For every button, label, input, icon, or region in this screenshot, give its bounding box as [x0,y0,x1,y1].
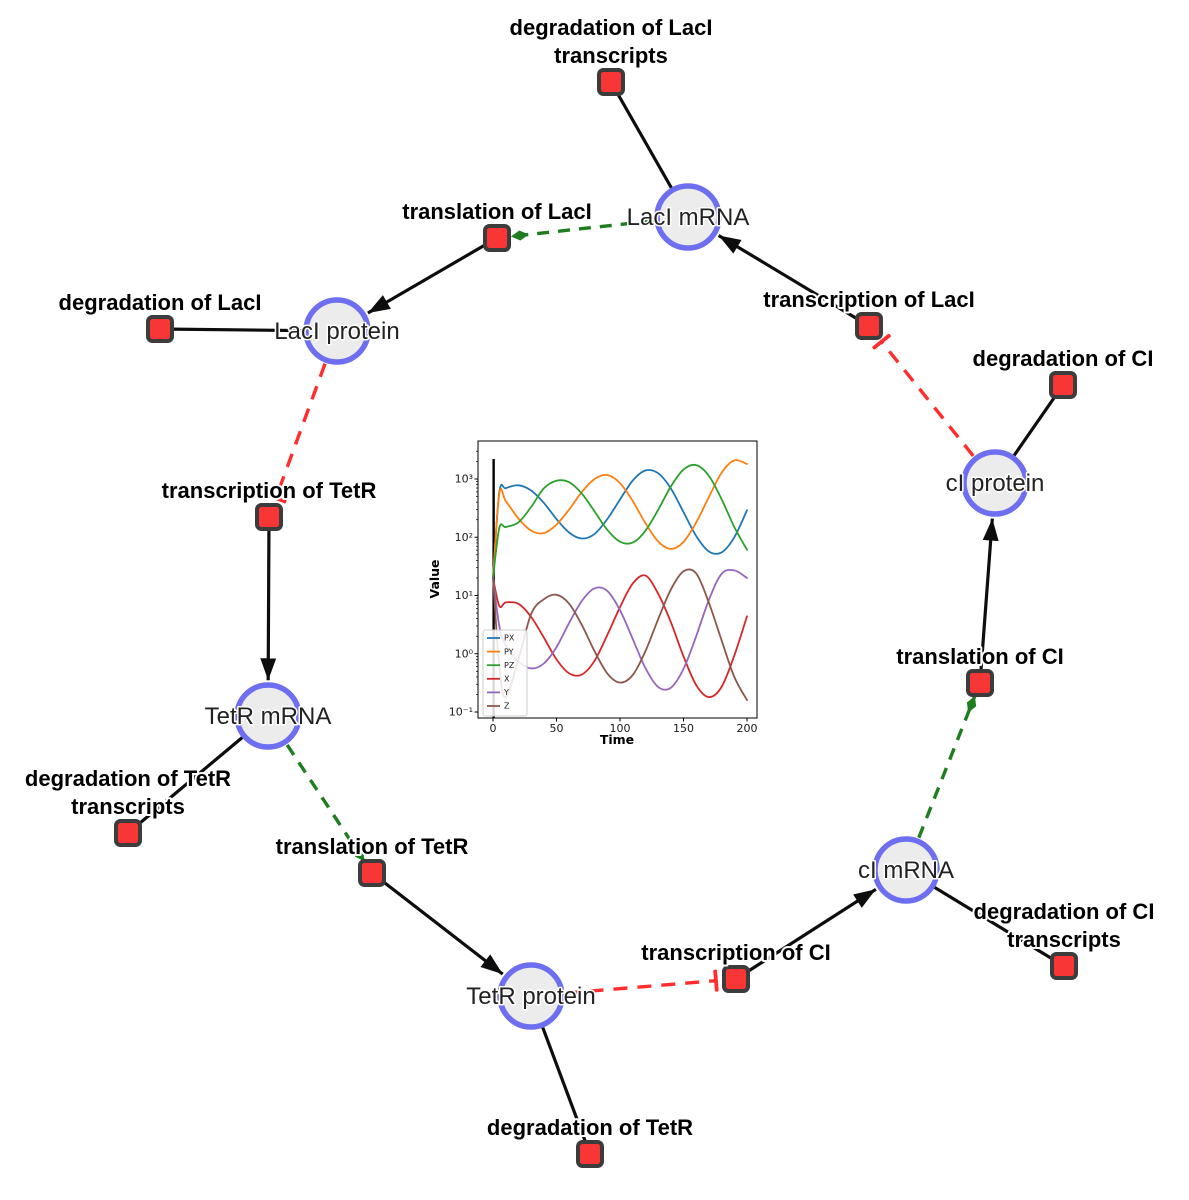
reaction-label-deg_tetr-0: degradation of TetR [487,1115,693,1140]
reaction-label-deg_laci_tx-1: transcripts [554,43,668,68]
reaction-node-transl_laci[interactable] [483,224,511,252]
reaction-node-transl_tetr[interactable] [358,859,386,887]
reaction-label-deg_tetr_tx-0: degradation of TetR [25,766,231,791]
reaction-node-tx_laci[interactable] [855,312,883,340]
reaction-node-tx_tetr[interactable] [255,503,283,531]
edge-ci_mrna-transl_ci [917,695,977,839]
reaction-label-deg_laci_tx-0: degradation of LacI [510,15,713,40]
species-label-tetr_protein: TetR protein [466,983,595,1010]
edge-tetr_mrna-transl_tetr [285,744,366,863]
reaction-node-deg_laci[interactable] [146,315,174,343]
chart-series-PY [492,459,748,579]
chart-series-PX [492,469,748,579]
x-tick-label: 50 [550,722,564,735]
edge-layer [126,81,1065,1155]
y-tick-label: 10³ [455,473,473,486]
node-layer [114,68,1078,1168]
edge-laci_mrna-transl_laci [510,219,654,241]
reaction-label-tx_laci-0: transcription of LacI [763,287,974,312]
species-label-ci_mrna: cI mRNA [858,857,954,884]
reaction-node-deg_ci[interactable] [1049,371,1077,399]
species-label-laci_protein: LacI protein [274,318,399,345]
legend-entry-X: X [504,675,510,684]
chart-series-PZ [492,463,748,579]
species-node-laci_protein[interactable] [303,297,371,365]
species-node-ci_protein[interactable] [961,449,1029,517]
y-tick-label: 10⁻¹ [449,706,473,719]
x-tick-label: 0 [490,722,497,735]
reaction-node-deg_ci_tx[interactable] [1050,952,1078,980]
reaction-label-tx_ci-0: transcription of CI [641,940,830,965]
label-layer: degradation of LacI transcripts translatio… [23,13,1157,1142]
x-tick-label: 200 [737,722,758,735]
edge-tetr_protein-tx_ci [565,969,719,995]
reaction-label-deg_ci_tx-0: degradation of CI [974,899,1155,924]
reaction-label-deg_ci_tx-1: transcripts [1007,927,1121,952]
legend-entry-Z: Z [504,702,510,711]
x-axis-label: Time [600,732,634,747]
reaction-label-tx_tetr-0: transcription of TetR [162,478,377,503]
reaction-label-transl_tetr-0: translation of TetR [276,834,469,859]
x-tick-label: 100 [610,722,631,735]
reaction-label-transl_laci-0: translation of LacI [402,199,591,224]
legend-entry-PX: PX [504,634,515,643]
species-node-tetr_protein[interactable] [497,962,565,1030]
edge-tx_tetr-tetr_mrna [260,516,277,681]
reaction-node-deg_tetr[interactable] [576,1140,604,1168]
x-tick-label: 150 [673,722,694,735]
edge-transl_tetr-tetr_protein [371,871,504,976]
timeseries-chart: 0 50 100 150 200 10⁻¹ 10⁰ 10¹ 10² 10³ PX PY PZ XYZ Ti… [427,440,758,747]
reaction-label-deg_tetr_tx-1: transcripts [71,794,185,819]
species-node-laci_mrna[interactable] [654,183,722,251]
edge-tx_laci-laci_mrna [717,234,870,328]
y-tick-label: 10⁰ [455,647,474,660]
legend-entry-PY: PY [504,647,514,656]
edge-transl_ci-ci_protein [978,518,999,684]
reaction-label-deg_ci-0: degradation of CI [973,346,1154,371]
reaction-node-tx_ci[interactable] [722,965,750,993]
species-node-ci_mrna[interactable] [872,836,940,904]
legend-entry-PZ: PZ [504,661,515,670]
y-tick-label: 10² [455,531,473,544]
legend-entry-Y: Y [503,688,509,697]
reaction-label-deg_laci-0: degradation of LacI [59,290,262,315]
chart-content: 0 50 100 150 200 10⁻¹ 10⁰ 10¹ 10² 10³ PX PY PZ XYZ [449,440,758,735]
edge-tx_ci-ci_mrna [735,887,877,981]
reaction-label-transl_ci-0: translation of CI [896,644,1063,669]
reaction-node-deg_tetr_tx[interactable] [114,819,142,847]
species-label-laci_mrna: LacI mRNA [627,204,750,231]
chart-series-X [492,574,748,698]
species-label-tetr_mrna: TetR mRNA [205,703,332,730]
simulation-plot-inset: 0 50 100 150 200 10⁻¹ 10⁰ 10¹ 10² 10³ PX PY PZ X Y Z Ti… [425,433,775,765]
chart-frame [477,440,758,719]
y-axis-label: Value [427,559,442,598]
edge-ci_protein-tx_laci [872,333,975,457]
reaction-node-deg_laci_tx[interactable] [597,68,625,96]
species-label-ci_protein: cI protein [946,470,1045,497]
y-tick-label: 10¹ [455,589,473,602]
species-node-tetr_mrna[interactable] [234,682,302,750]
edge-transl_laci-laci_protein [367,236,498,315]
reaction-node-transl_ci[interactable] [966,669,994,697]
